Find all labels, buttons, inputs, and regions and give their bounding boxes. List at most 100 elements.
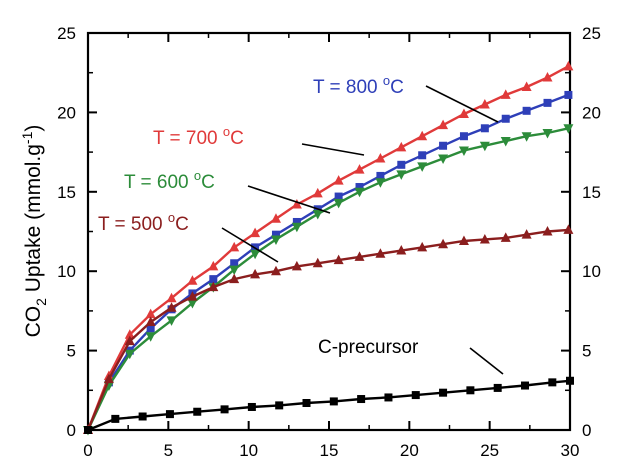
data-point-0-17 <box>439 141 448 150</box>
y-axis-label: CO2 Uptake (mmol.g-1) <box>19 125 49 338</box>
x-tick-label-0: 0 <box>83 441 92 460</box>
y-tick-label-right-2: 10 <box>582 262 601 281</box>
data-point-0-6 <box>209 275 218 284</box>
data-point-3-8 <box>250 268 261 279</box>
data-point-1-11 <box>312 187 323 198</box>
data-point-0-16 <box>418 151 427 160</box>
data-point-2-23 <box>563 124 574 134</box>
data-point-1-5 <box>187 275 198 285</box>
data-point-3-1 <box>103 373 114 384</box>
data-point-2-13 <box>354 187 365 198</box>
data-point-4-0 <box>84 426 92 434</box>
callout-line-0 <box>425 85 499 123</box>
x-tick-label-3: 15 <box>320 441 339 460</box>
callout-line-3 <box>221 227 279 263</box>
data-point-3-11 <box>312 257 323 268</box>
data-point-3-23 <box>563 224 574 234</box>
series-label-main-4: C-precursor <box>318 337 419 358</box>
data-point-4-2 <box>138 412 147 421</box>
y-tick-label-right-3: 15 <box>582 183 601 202</box>
data-point-1-19 <box>479 98 490 109</box>
series-1 <box>83 60 574 434</box>
data-point-4-10 <box>357 395 366 404</box>
series-3 <box>83 224 574 434</box>
data-point-4-13 <box>439 388 448 397</box>
series-label-2: T = 600 oC <box>124 168 215 193</box>
data-point-1-23 <box>563 60 574 71</box>
data-point-0-21 <box>522 106 531 115</box>
x-tick-label-2: 10 <box>239 441 258 460</box>
series-layer <box>83 60 574 436</box>
data-point-1-10 <box>291 199 302 209</box>
series-label-main-1: T = 700 <box>153 128 223 149</box>
data-point-4-3 <box>165 410 174 419</box>
y-axis-label-mid: Uptake (mmol.g <box>22 144 45 298</box>
y-tick-label-right-1: 5 <box>582 342 591 361</box>
data-point-4-6 <box>247 402 256 411</box>
data-point-2-2 <box>124 349 135 360</box>
series-label-unit-0: C <box>390 77 404 98</box>
data-point-0-14 <box>376 171 385 180</box>
data-point-3-12 <box>333 254 344 265</box>
data-point-3-20 <box>500 232 511 242</box>
data-point-0-13 <box>355 183 364 192</box>
data-point-4-15 <box>493 383 502 392</box>
data-point-0-10 <box>292 217 301 226</box>
y-tick-label-right-5: 25 <box>582 24 601 43</box>
data-point-1-15 <box>396 141 407 152</box>
series-label-degree-2: o <box>194 168 201 183</box>
series-label-0: T = 800 oC <box>313 73 404 98</box>
data-point-1-21 <box>521 81 532 91</box>
series-label-main-0: T = 800 <box>313 77 383 98</box>
data-point-4-4 <box>193 407 202 416</box>
data-point-2-15 <box>396 170 407 180</box>
data-point-4-18 <box>566 376 574 385</box>
series-label-1: T = 700 oC <box>153 124 244 149</box>
y-tick-label-right-4: 20 <box>582 103 601 122</box>
data-point-4-8 <box>302 399 311 408</box>
data-point-4-12 <box>411 391 420 400</box>
data-point-1-3 <box>145 308 156 319</box>
data-point-3-6 <box>208 281 219 292</box>
data-point-2-19 <box>479 141 490 152</box>
data-point-2-7 <box>229 265 240 276</box>
y-tick-label-left-4: 20 <box>57 103 76 122</box>
data-point-2-9 <box>270 235 281 245</box>
data-point-1-14 <box>375 152 386 163</box>
data-point-0-7 <box>230 259 239 268</box>
data-point-3-4 <box>166 302 177 312</box>
y-axis-label-post: ) <box>22 125 45 132</box>
data-point-1-2 <box>124 329 135 339</box>
y-tick-label-right-0: 0 <box>582 421 591 440</box>
data-point-3-18 <box>458 235 469 246</box>
data-point-1-17 <box>438 119 449 130</box>
series-label-main-3: T = 500 <box>98 214 168 235</box>
data-point-1-8 <box>250 227 261 238</box>
data-point-1-16 <box>417 130 428 141</box>
series-line-2 <box>86 127 569 431</box>
callout-line-4 <box>469 347 504 375</box>
x-tick-label-4: 20 <box>400 441 419 460</box>
data-point-0-9 <box>271 230 280 239</box>
data-point-3-3 <box>145 316 156 327</box>
data-point-1-4 <box>166 292 177 303</box>
data-point-0-23 <box>564 90 573 99</box>
data-point-4-14 <box>466 386 475 395</box>
series-label-3: T = 500 oC <box>98 210 189 235</box>
series-label-degree-0: o <box>383 73 390 88</box>
x-tick-label-6: 30 <box>561 441 580 460</box>
data-point-4-7 <box>275 401 284 410</box>
data-point-2-8 <box>250 249 261 260</box>
data-point-2-22 <box>542 129 553 139</box>
annotation-layer: T = 800 oCT = 700 oCT = 600 oCT = 500 oC… <box>98 73 504 375</box>
data-point-3-19 <box>479 233 490 244</box>
series-label-unit-2: C <box>201 172 215 193</box>
data-point-4-1 <box>111 414 120 423</box>
data-point-0-3 <box>146 324 155 333</box>
data-point-2-3 <box>145 332 156 342</box>
y-tick-label-left-3: 15 <box>57 183 76 202</box>
series-label-main-2: T = 600 <box>124 172 194 193</box>
data-point-0-18 <box>459 132 468 141</box>
